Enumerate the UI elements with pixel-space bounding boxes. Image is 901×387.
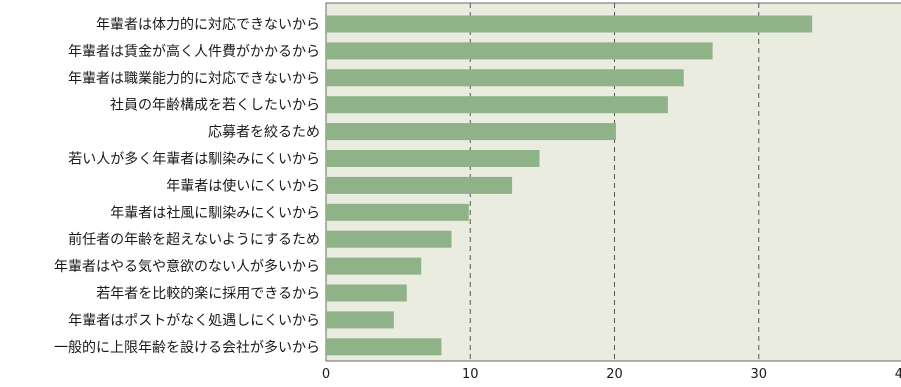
- bar: [326, 69, 684, 87]
- bar: [326, 311, 394, 329]
- bar: [326, 96, 668, 114]
- category-label: 若年者を比較的楽に採用できるから: [96, 286, 320, 302]
- category-label: 若い人が多く年輩者は馴染みにくいから: [68, 151, 320, 168]
- bar: [326, 42, 713, 60]
- category-label: 一般的に上限年齢を設ける会社が多いから: [54, 339, 320, 356]
- bar: [326, 15, 813, 33]
- x-tick-label: 0: [322, 367, 330, 382]
- bar: [326, 230, 452, 248]
- x-tick-label: 40: [895, 367, 901, 382]
- bar: [326, 284, 407, 302]
- category-label: 年輩者は体力的に対応できないから: [96, 17, 320, 33]
- bar: [326, 176, 513, 194]
- bar: [326, 123, 616, 141]
- bar: [326, 257, 422, 275]
- bar: [326, 338, 442, 356]
- category-label: 年輩者は賃金が高く人件費がかかるから: [68, 43, 320, 60]
- category-label: 年輩者はポストがなく処遇しにくいから: [68, 313, 320, 329]
- category-label: 応募者を絞るため: [208, 125, 320, 141]
- category-label: 年輩者は使いにくいから: [166, 177, 320, 194]
- x-tick-label: 20: [606, 367, 623, 382]
- category-label: 社員の年齢構成を若くしたいから: [110, 98, 320, 114]
- bar: [326, 150, 540, 167]
- x-tick-label: 30: [750, 367, 767, 382]
- category-label: 年輩者はやる気や意欲のない人が多いから: [54, 258, 320, 275]
- category-label: 年輩者は職業能力的に対応できないから: [68, 71, 320, 87]
- bar: [326, 203, 469, 221]
- category-label: 前任者の年齢を超えないようにするため: [68, 231, 320, 248]
- category-label: 年輩者は社風に馴染みにくいから: [110, 205, 320, 221]
- x-tick-label: 10: [462, 367, 479, 382]
